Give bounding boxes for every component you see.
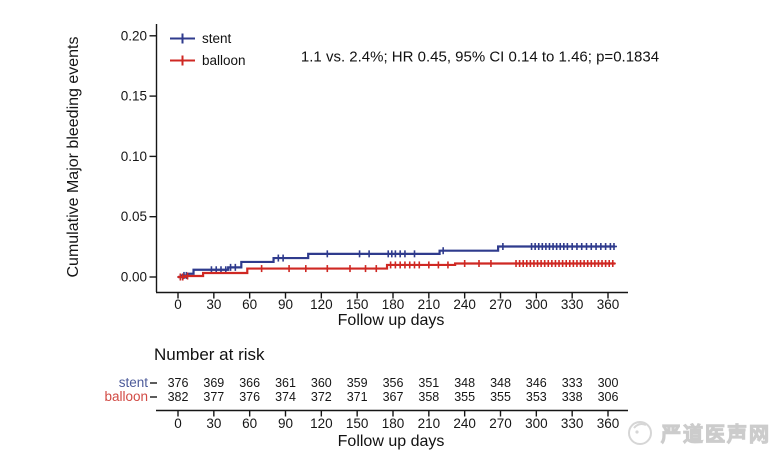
svg-text:330: 330 [561,416,584,431]
svg-text:180: 180 [382,297,405,312]
legend-label-stent: stent [202,31,232,46]
svg-text:360: 360 [597,416,620,431]
svg-text:333: 333 [562,376,583,390]
risk-row-label-balloon: balloon [104,389,148,404]
legend: stent balloon [169,29,246,70]
svg-text:359: 359 [347,376,368,390]
svg-text:366: 366 [239,376,260,390]
svg-text:90: 90 [278,416,293,431]
svg-text:270: 270 [489,297,512,312]
svg-text:90: 90 [278,297,293,312]
svg-text:330: 330 [561,297,584,312]
svg-text:300: 300 [598,376,619,390]
svg-text:0.00: 0.00 [121,270,147,285]
svg-text:355: 355 [454,390,475,404]
risk-row-stent: 376 369 366 361 360 359 356 351 348 348 346 333 300 [168,376,619,390]
svg-text:0: 0 [174,297,182,312]
svg-text:360: 360 [311,376,332,390]
svg-text:210: 210 [418,416,441,431]
watermark: 严道医声网 [626,416,771,448]
svg-text:371: 371 [347,390,368,404]
svg-text:0.10: 0.10 [121,149,147,164]
svg-text:346: 346 [526,376,547,390]
svg-text:0.05: 0.05 [121,209,147,224]
svg-text:150: 150 [346,297,369,312]
y-axis-title: Cumulative Major bleeding events [65,36,82,278]
svg-text:120: 120 [310,297,333,312]
svg-text:355: 355 [490,390,511,404]
svg-text:300: 300 [525,416,548,431]
stent-line-marker-icon [170,33,195,44]
svg-text:306: 306 [598,390,619,404]
svg-text:120: 120 [310,416,333,431]
svg-text:369: 369 [203,376,224,390]
svg-text:0.15: 0.15 [121,89,147,104]
risk-row-label-stent: stent [118,375,148,390]
svg-text:338: 338 [562,390,583,404]
svg-text:150: 150 [346,416,369,431]
svg-text:382: 382 [168,390,189,404]
censor-marks-stent [177,242,617,281]
svg-text:372: 372 [311,390,332,404]
svg-text:356: 356 [383,376,404,390]
svg-text:180: 180 [382,416,405,431]
svg-text:376: 376 [168,376,189,390]
svg-text:60: 60 [242,297,257,312]
svg-text:376: 376 [239,390,260,404]
svg-text:30: 30 [206,416,221,431]
svg-text:374: 374 [275,390,296,404]
risk-row-balloon: 382 377 376 374 372 371 367 358 355 355 353 338 306 [168,390,619,404]
legend-item-stent: stent [169,29,246,48]
svg-text:353: 353 [526,390,547,404]
hazard-ratio-annotation: 1.1 vs. 2.4%; HR 0.45, 95% CI 0.14 to 1.… [300,48,660,66]
censor-marks-balloon [177,259,616,281]
risk-table-x-axis-title: Follow up days [337,433,445,450]
svg-text:60: 60 [242,416,257,431]
legend-label-balloon: balloon [202,53,246,68]
yandao-logo-icon [628,421,652,445]
svg-text:348: 348 [490,376,511,390]
svg-text:240: 240 [453,416,476,431]
svg-text:0.20: 0.20 [121,28,147,43]
svg-text:30: 30 [206,297,221,312]
svg-text:0: 0 [174,416,182,431]
svg-text:270: 270 [489,416,512,431]
watermark-text: 严道医声网 [661,423,771,446]
svg-text:358: 358 [418,390,439,404]
svg-text:300: 300 [525,297,548,312]
svg-text:240: 240 [453,297,476,312]
svg-text:210: 210 [418,297,441,312]
legend-item-balloon: balloon [169,51,246,70]
svg-text:351: 351 [418,376,439,390]
svg-text:348: 348 [454,376,475,390]
balloon-line-marker-icon [170,55,195,66]
number-at-risk-title: Number at risk [154,345,265,364]
tick-labels: 0.00 0.05 0.10 0.15 0.20 0 0 30 30 60 60 90 90 120 120… [121,28,620,431]
axes [149,24,628,417]
svg-text:361: 361 [275,376,296,390]
svg-text:377: 377 [203,390,224,404]
svg-text:360: 360 [597,297,620,312]
svg-text:367: 367 [383,390,404,404]
x-axis-title: Follow up days [337,312,445,329]
